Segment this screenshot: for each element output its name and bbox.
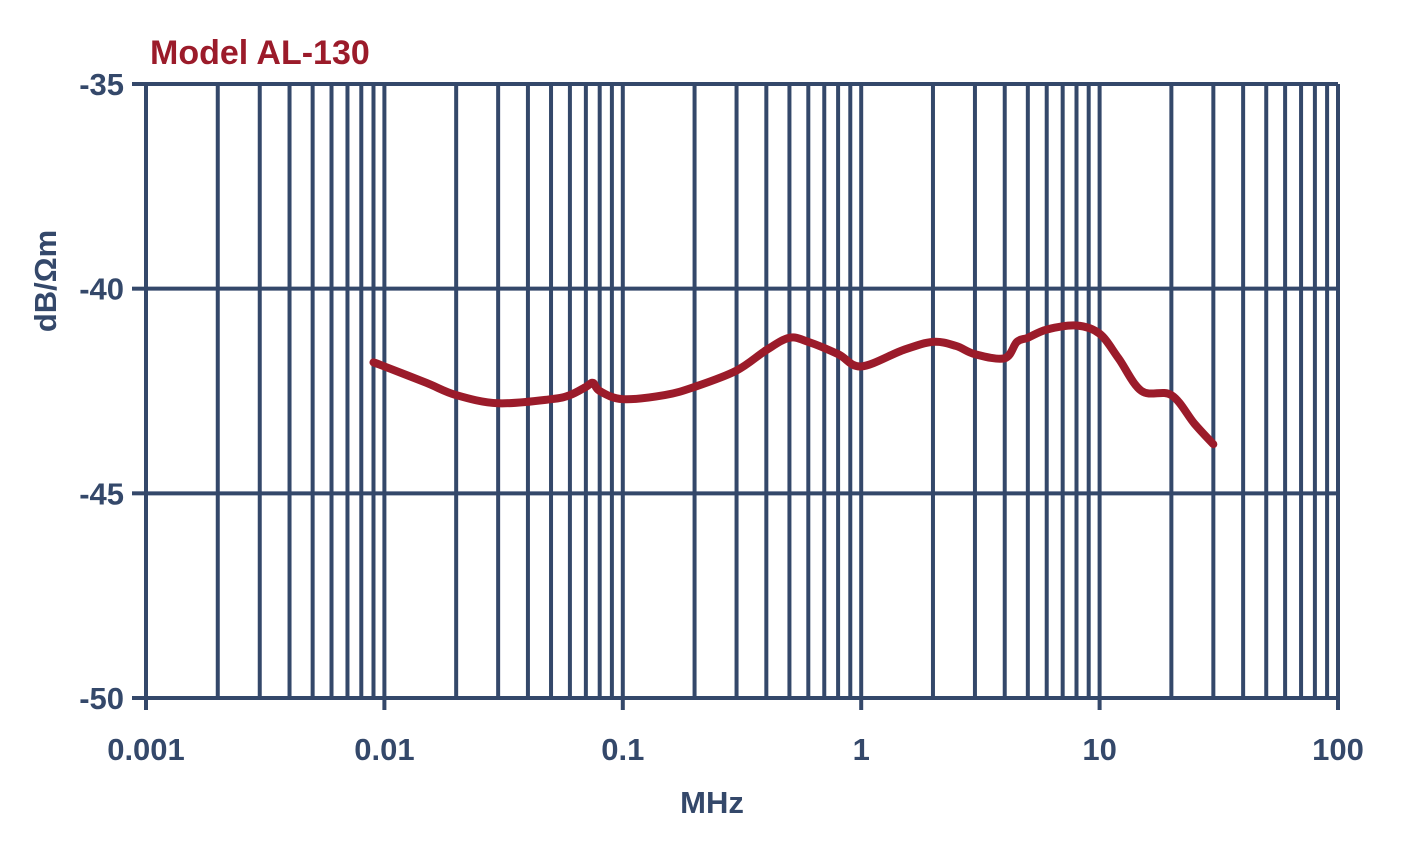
- x-tick-label: 10: [1082, 732, 1116, 767]
- x-tick-label: 0.1: [601, 732, 644, 767]
- x-tick-label: 1: [853, 732, 870, 767]
- chart-title: Model AL-130: [150, 34, 370, 72]
- x-tick-label: 100: [1312, 732, 1364, 767]
- series-line: [369, 321, 1218, 449]
- y-tick-label: -45: [79, 476, 124, 511]
- y-tick-label: -40: [79, 272, 124, 307]
- x-axis-label: MHz: [680, 785, 744, 820]
- y-axis-label: dB/Ωm: [28, 230, 63, 332]
- y-tick-label: -50: [79, 681, 124, 716]
- x-tick-label: 0.01: [354, 732, 414, 767]
- x-tick-label: 0.001: [107, 732, 185, 767]
- y-tick-label: -35: [79, 67, 124, 102]
